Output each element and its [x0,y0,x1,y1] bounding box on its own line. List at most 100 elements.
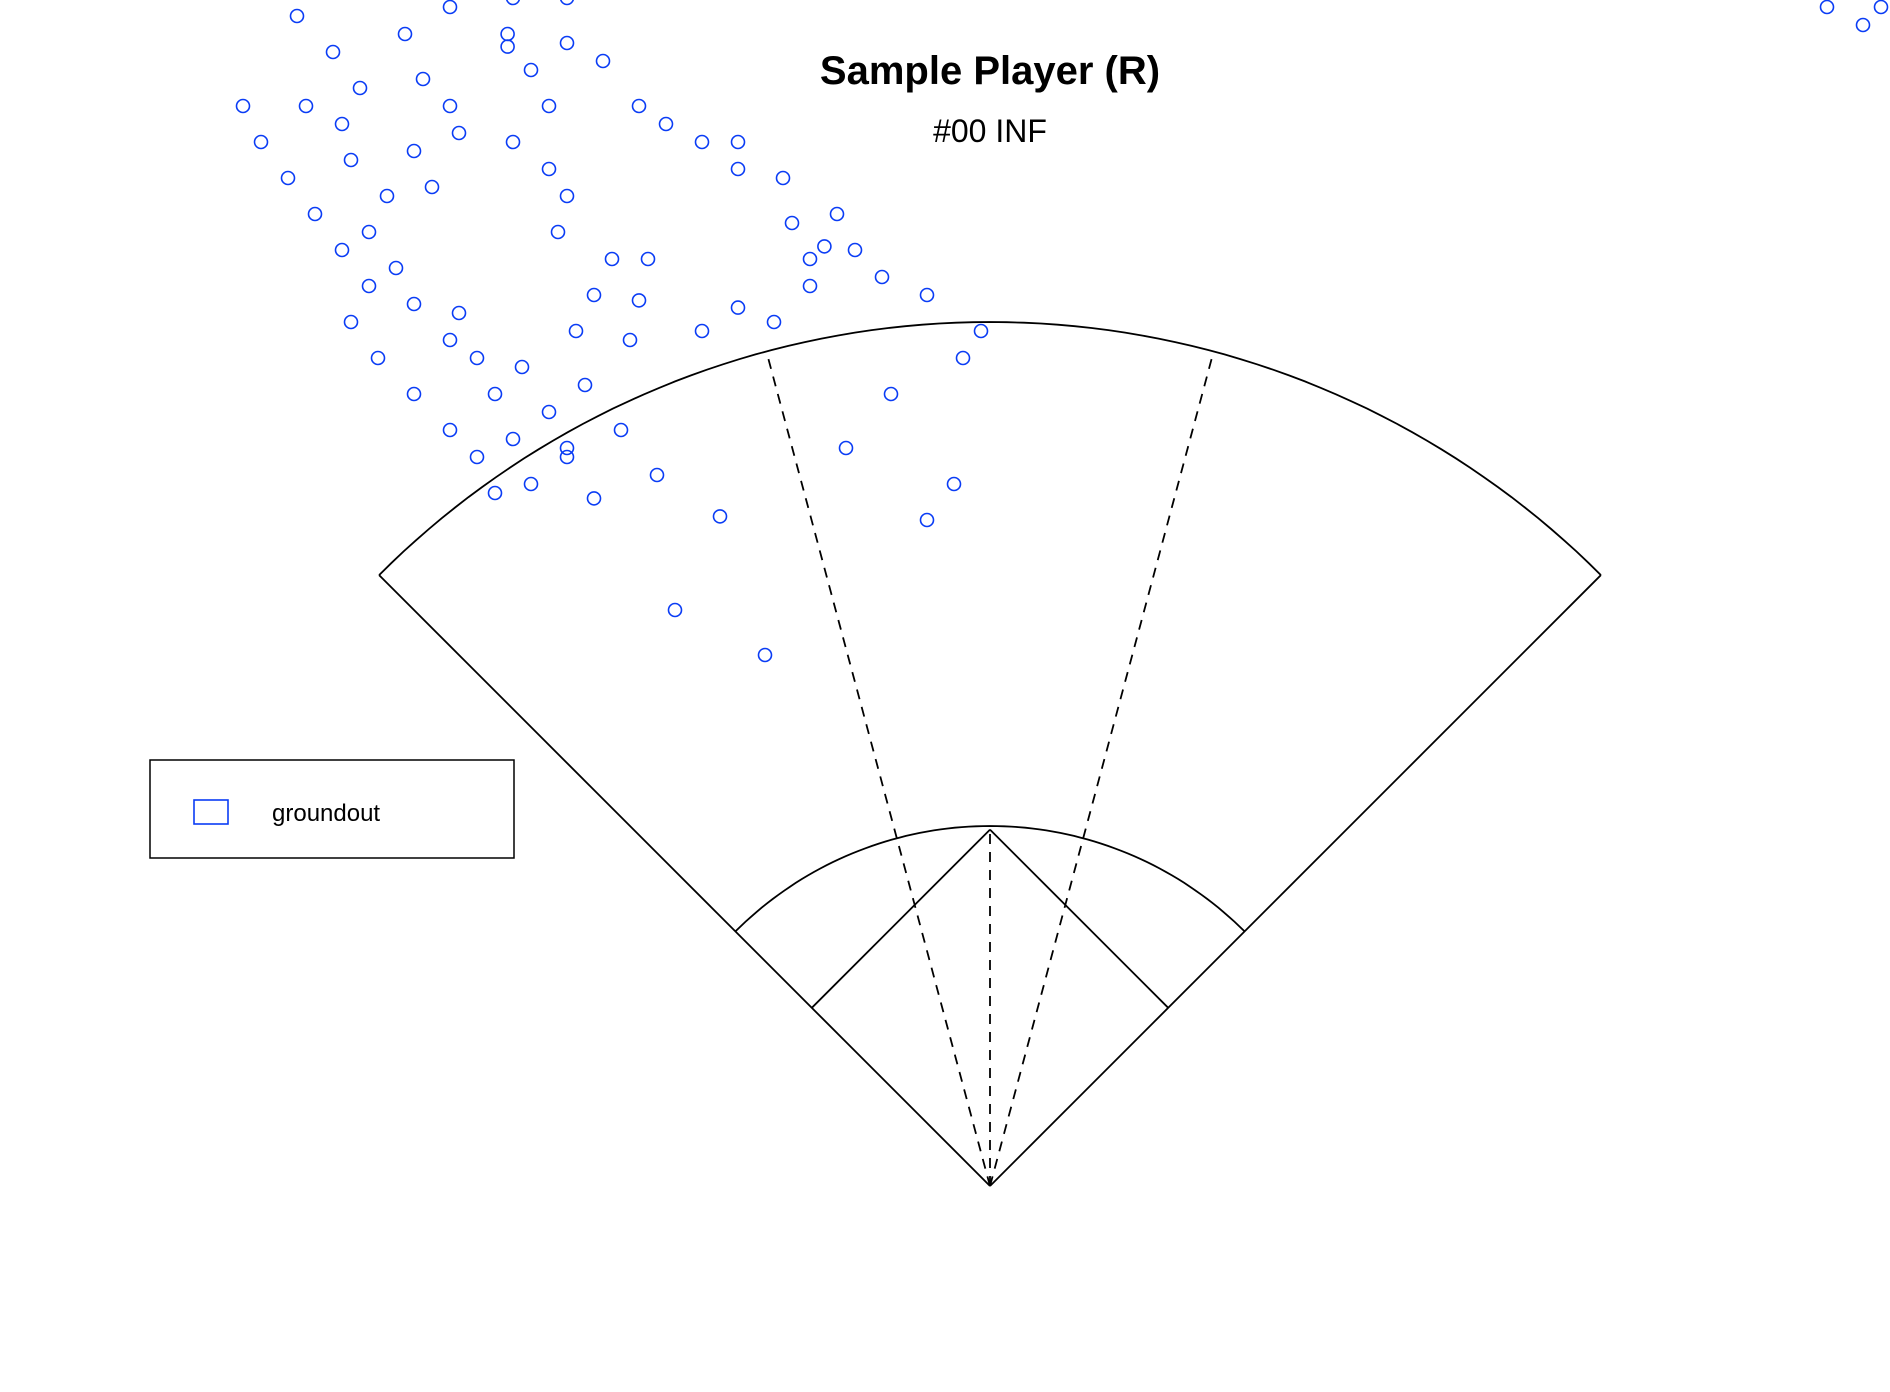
point-groundout-2 [712,509,728,524]
point-groundout-104 [451,125,467,141]
point-groundout-47 [505,0,521,6]
left-field-foul-line [378,574,991,1187]
point-groundout-34 [694,134,710,150]
point-groundout-11 [586,287,602,303]
point-groundout-44 [559,35,575,51]
point-groundout-4 [649,467,665,483]
point-groundout-109 [388,260,404,276]
point-groundout-234 [1855,17,1871,33]
point-groundout-32 [730,161,746,177]
point-groundout-105 [406,143,422,159]
point-groundout-6 [613,422,629,438]
point-groundout-235 [1873,0,1889,15]
point-groundout-15 [730,300,746,315]
point-groundout-14 [694,323,710,339]
point-groundout-22 [955,350,971,366]
point-groundout-110 [406,296,422,312]
point-groundout-27 [817,239,832,254]
point-groundout-232 [1819,0,1835,15]
point-groundout-46 [500,26,515,42]
point-groundout-33 [730,134,746,150]
point-groundout-29 [829,206,845,222]
point-groundout-13 [604,251,620,267]
point-groundout-103 [442,98,458,114]
point-groundout-28 [802,251,818,267]
right-field-foul-line [989,574,1602,1187]
point-groundout-114 [514,359,530,375]
zone-divider-2 [989,351,1215,1187]
point-groundout-9 [631,293,647,308]
point-groundout-26 [847,242,863,258]
point-groundout-129 [280,170,296,186]
point-groundout-136 [325,44,341,60]
point-groundout-128 [307,206,323,222]
infield-grass-arc [734,825,1246,933]
point-groundout-127 [334,242,350,258]
point-groundout-100 [442,0,458,15]
zone-divider-1 [765,351,991,1187]
point-groundout-124 [370,350,386,366]
point-groundout-120 [487,485,503,501]
point-groundout-115 [487,386,503,402]
point-groundout-30 [784,215,800,231]
point-groundout-134 [343,152,359,168]
batted-ball-points [235,0,1889,663]
point-groundout-37 [550,224,566,240]
legend-label-groundout: groundout [272,800,380,827]
point-groundout-42 [523,62,539,78]
point-groundout-113 [469,350,485,366]
outfield-fence-arc [378,321,1602,576]
point-groundout-45 [500,39,515,54]
point-groundout-111 [451,305,467,321]
point-groundout-38 [559,188,575,204]
point-groundout-107 [379,188,395,204]
point-groundout-130 [253,134,269,150]
point-groundout-35 [658,116,674,132]
legend-box [149,759,515,859]
legend: groundout [149,759,515,859]
point-groundout-125 [343,314,359,330]
point-groundout-12 [640,251,656,267]
point-groundout-101 [397,26,413,42]
point-groundout-10 [568,323,584,339]
point-groundout-122 [442,422,458,438]
baseball-field-outline [378,321,1602,1187]
point-groundout-117 [505,431,521,447]
point-groundout-0 [667,602,683,618]
point-groundout-116 [541,404,557,420]
point-groundout-132 [298,98,314,114]
point-groundout-17 [802,278,818,294]
point-groundout-108 [361,224,377,240]
point-groundout-133 [334,116,350,132]
point-groundout-48 [559,0,575,6]
point-groundout-39 [541,161,557,177]
point-groundout-126 [361,278,377,294]
third-to-second-baseline [811,828,991,1009]
point-groundout-121 [469,449,485,465]
chart-subtitle: #00 INF [933,113,1047,149]
point-groundout-43 [595,53,611,69]
point-groundout-118 [559,449,575,465]
point-groundout-20 [919,512,935,528]
point-groundout-123 [406,386,422,402]
point-groundout-16 [766,314,782,330]
point-groundout-1 [757,647,773,663]
point-groundout-3 [586,491,602,506]
point-groundout-41 [541,98,557,114]
point-groundout-102 [415,71,431,87]
point-groundout-19 [883,386,899,402]
point-groundout-21 [946,476,962,492]
second-to-first-baseline [989,828,1169,1009]
point-groundout-25 [874,269,890,285]
point-groundout-135 [352,80,368,96]
point-groundout-40 [505,134,521,150]
point-groundout-23 [973,323,989,339]
point-groundout-131 [235,98,251,114]
chart-title: Sample Player (R) [820,49,1160,93]
point-groundout-137 [289,8,305,24]
legend-swatch-groundout [193,799,229,825]
point-groundout-18 [838,440,854,456]
point-groundout-24 [919,287,935,303]
point-groundout-7 [577,377,593,393]
